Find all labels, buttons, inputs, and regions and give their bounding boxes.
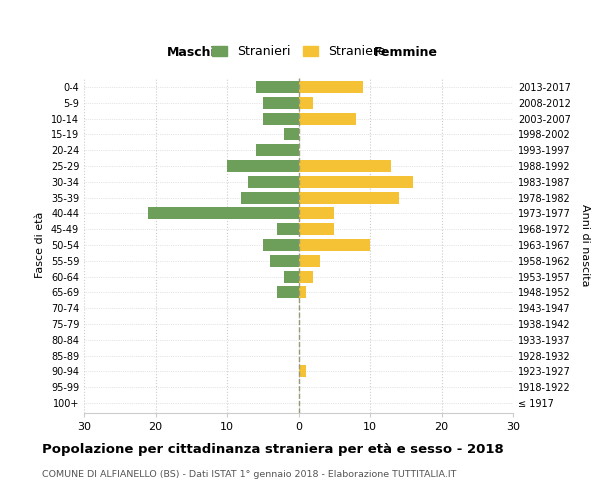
Bar <box>299 366 305 378</box>
Bar <box>299 97 313 108</box>
Text: Maschi: Maschi <box>167 46 215 59</box>
Bar <box>299 224 334 235</box>
Bar <box>284 128 299 140</box>
Bar <box>299 160 391 172</box>
Bar <box>284 270 299 282</box>
Y-axis label: Anni di nascita: Anni di nascita <box>580 204 590 286</box>
Bar <box>270 255 299 266</box>
Bar <box>299 270 313 282</box>
Bar <box>263 112 299 124</box>
Text: Popolazione per cittadinanza straniera per età e sesso - 2018: Popolazione per cittadinanza straniera p… <box>42 442 504 456</box>
Bar <box>299 286 305 298</box>
Bar <box>299 192 398 203</box>
Y-axis label: Fasce di età: Fasce di età <box>35 212 45 278</box>
Bar <box>299 112 356 124</box>
Bar <box>263 97 299 108</box>
Bar <box>256 144 299 156</box>
Bar <box>299 239 370 251</box>
Bar <box>241 192 299 203</box>
Bar <box>277 224 299 235</box>
Bar <box>299 176 413 188</box>
Bar <box>299 208 334 220</box>
Legend: Stranieri, Straniere: Stranieri, Straniere <box>207 40 390 63</box>
Bar <box>148 208 299 220</box>
Bar <box>227 160 299 172</box>
Bar <box>263 239 299 251</box>
Bar <box>256 81 299 93</box>
Bar <box>277 286 299 298</box>
Text: Femmine: Femmine <box>374 46 438 59</box>
Bar <box>299 255 320 266</box>
Text: COMUNE DI ALFIANELLO (BS) - Dati ISTAT 1° gennaio 2018 - Elaborazione TUTTITALIA: COMUNE DI ALFIANELLO (BS) - Dati ISTAT 1… <box>42 470 457 479</box>
Bar <box>248 176 299 188</box>
Bar <box>299 81 363 93</box>
